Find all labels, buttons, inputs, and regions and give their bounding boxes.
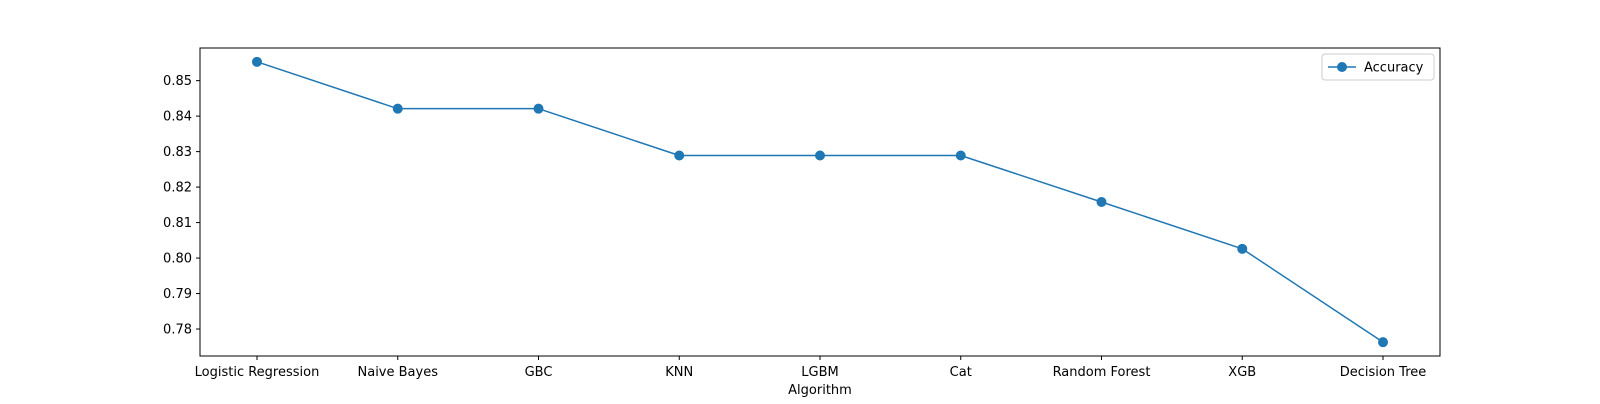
x-axis-ticks: Logistic Regression Naive Bayes GBC KNN LGBM… xyxy=(195,356,1427,380)
y-tick-label: 0.84 xyxy=(163,110,192,125)
data-point xyxy=(252,56,262,67)
data-point xyxy=(955,150,966,161)
data-point xyxy=(674,150,685,161)
x-tick-label: XGB xyxy=(1228,365,1256,380)
data-point xyxy=(392,103,403,114)
legend-marker-swatch xyxy=(1337,62,1347,72)
x-tick-label: Logistic Regression xyxy=(195,365,320,380)
y-tick-label: 0.82 xyxy=(163,181,192,196)
y-tick-label: 0.78 xyxy=(163,323,192,338)
x-tick-label: KNN xyxy=(665,365,693,380)
x-tick-label: Random Forest xyxy=(1053,365,1151,380)
x-tick-label: Cat xyxy=(950,365,972,380)
y-tick-label: 0.80 xyxy=(163,252,192,267)
x-axis-label: Algorithm xyxy=(788,383,852,398)
data-point xyxy=(815,150,825,161)
legend-box xyxy=(1321,53,1435,81)
x-tick-label: GBC xyxy=(525,365,553,380)
data-point xyxy=(1096,197,1107,207)
data-point xyxy=(533,103,544,114)
y-tick-label: 0.81 xyxy=(163,216,192,231)
data-point xyxy=(1378,337,1388,348)
y-tick-label: 0.79 xyxy=(163,287,192,302)
x-tick-label: Naive Bayes xyxy=(358,365,439,380)
series-layer xyxy=(252,56,1388,348)
x-tick-label: LGBM xyxy=(801,365,838,380)
data-point xyxy=(1237,243,1248,254)
x-tick-label: Decision Tree xyxy=(1340,365,1427,380)
y-tick-label: 0.85 xyxy=(163,74,192,89)
legend: Accuracy xyxy=(1321,53,1435,81)
legend-entry-accuracy: Accuracy xyxy=(1364,61,1424,76)
y-tick-label: 0.83 xyxy=(163,145,192,160)
series-line-accuracy xyxy=(256,61,1384,343)
plot-frame xyxy=(199,47,1441,357)
y-axis-ticks: 0.78 0.79 0.80 0.81 0.82 0.83 0.84 0.85 xyxy=(163,74,200,338)
